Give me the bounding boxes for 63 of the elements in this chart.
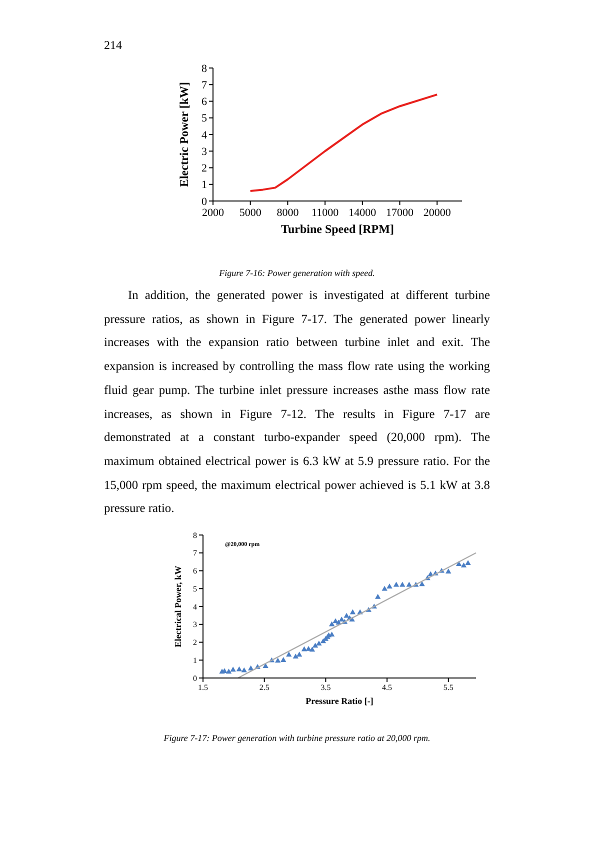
x-tick-label: 14000 bbox=[348, 207, 377, 219]
point bbox=[382, 586, 388, 591]
text: 214 bbox=[104, 38, 122, 52]
point bbox=[236, 666, 242, 672]
y-tick-label: 3 bbox=[193, 620, 197, 630]
y-tick-label: 6 bbox=[193, 566, 197, 576]
y-tick-label: 4 bbox=[193, 602, 197, 612]
point bbox=[400, 582, 406, 587]
y-tick-label: 2 bbox=[193, 638, 197, 648]
x-tick-label: 4.5 bbox=[382, 683, 392, 692]
point bbox=[328, 621, 335, 626]
x-tick-label: 1.5 bbox=[198, 683, 208, 692]
point bbox=[241, 667, 247, 672]
y-tick-label: 1 bbox=[193, 656, 197, 665]
x-tick-label: 5.5 bbox=[443, 683, 454, 692]
y-tick-label: 8 bbox=[202, 62, 208, 75]
point bbox=[312, 642, 318, 648]
point bbox=[350, 609, 356, 614]
point bbox=[226, 668, 232, 674]
y-tick-label: 4 bbox=[202, 129, 208, 142]
point bbox=[286, 652, 292, 657]
x-tick-label: 11000 bbox=[312, 207, 340, 219]
y-axis-title: Electric Power [kW] bbox=[177, 82, 191, 188]
point bbox=[386, 584, 392, 588]
point bbox=[316, 640, 322, 646]
y-tick-label: 0 bbox=[202, 196, 208, 208]
point bbox=[460, 562, 467, 568]
x-axis-title: Turbine Speed [RPM] bbox=[281, 222, 394, 236]
x-tick-label: 20000 bbox=[423, 207, 452, 219]
x-tick-label: 3.5 bbox=[320, 683, 331, 692]
y-axis-title: Electrical Power, kW bbox=[173, 566, 183, 648]
x-tick-label: 17000 bbox=[386, 207, 414, 219]
y-tick-label: 7 bbox=[202, 79, 208, 92]
point bbox=[275, 658, 281, 663]
point bbox=[465, 560, 471, 566]
x-tick-label: 5000 bbox=[239, 207, 262, 219]
caption: Figure 7-16: Power generation with speed. bbox=[218, 268, 375, 278]
y-tick-label: 2 bbox=[202, 162, 207, 175]
point bbox=[344, 612, 350, 618]
y-tick-label: 1 bbox=[202, 179, 207, 192]
point bbox=[456, 561, 462, 566]
point bbox=[446, 568, 452, 574]
y-tick-label: 5 bbox=[193, 584, 197, 594]
point bbox=[280, 657, 286, 662]
point bbox=[375, 594, 381, 599]
text: In addition, the generated power is investigated at different turbine pressure ratios, as shown in Figure 7-17. The generated power linearly increases with the expansion ratio between turbine inlet and exit. The expansion is increased by controlling the mass flow rate using the working fluid gear pump. The turbine inlet pressure increases asthe mass flow rate increases, as shown in Figure 7-12. The results in Figure 7-17 are demonstrated at a constant turbo-expander speed (20,000 rpm). The maximum obtained electrical power is 6.3 kW at 5.9 pressure ratio. For the 15,000 rpm speed, the maximum electrical power achieved is 5.1 kW at 3.8 pressure ratio. bbox=[104, 288, 490, 516]
x-tick-label: 8000 bbox=[276, 207, 300, 219]
point bbox=[309, 646, 316, 652]
y-tick-label: 5 bbox=[202, 112, 208, 125]
point bbox=[292, 654, 298, 659]
y-tick-label: 7 bbox=[193, 548, 197, 558]
point bbox=[338, 616, 344, 622]
point bbox=[230, 666, 236, 672]
line-series bbox=[249, 94, 438, 192]
point bbox=[393, 582, 400, 587]
y-tick-label: 3 bbox=[202, 146, 208, 158]
x-tick-label: 2.5 bbox=[259, 683, 270, 692]
y-tick-label: 0 bbox=[193, 674, 197, 683]
x-axis-title: Pressure Ratio [-] bbox=[306, 696, 374, 706]
y-tick-label: 8 bbox=[193, 530, 197, 540]
caption: Figure 7-17: Power generation with turbine pressure ratio at 20,000 rpm. bbox=[162, 733, 430, 743]
x-tick-label: 2000 bbox=[202, 207, 224, 219]
y-tick-label: 6 bbox=[202, 96, 208, 108]
